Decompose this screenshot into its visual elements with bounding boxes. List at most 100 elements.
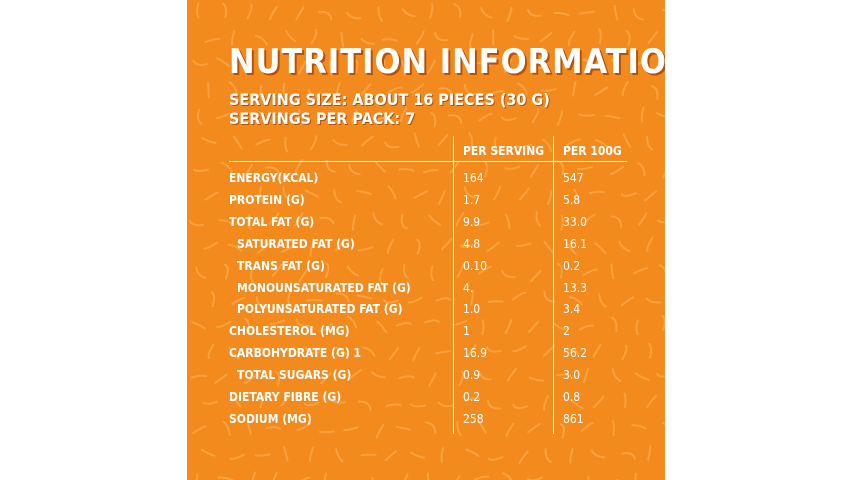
row-value-per-100g: 13.3: [563, 281, 588, 295]
squiggle-mark: [473, 475, 490, 480]
squiggle-mark: [190, 374, 207, 379]
squiggle-mark: [192, 59, 209, 66]
squiggle-mark: [348, 369, 362, 380]
row-value-per-100g: 0.8: [563, 390, 581, 404]
row-value-per-100g: 3.4: [563, 302, 581, 316]
row-value-per-serving: 16.9: [463, 346, 488, 360]
squiggle-mark: [646, 236, 654, 252]
squiggle-mark: [435, 350, 451, 355]
squiggle-mark: [381, 38, 398, 42]
squiggle-mark: [426, 472, 430, 480]
squiggle-mark: [201, 137, 217, 144]
squiggle-mark: [298, 268, 309, 283]
squiggle-mark: [582, 367, 589, 384]
squiggle-mark: [553, 322, 569, 331]
squiggle-mark: [231, 296, 246, 305]
squiggle-mark: [246, 57, 253, 74]
squiggle-mark: [529, 58, 543, 70]
squiggle-mark: [657, 219, 665, 224]
squiggle-mark: [434, 32, 449, 42]
squiggle-mark: [661, 315, 665, 331]
column-divider-serving: [453, 136, 454, 434]
squiggle-mark: [335, 448, 344, 463]
squiggle-mark: [322, 111, 335, 124]
squiggle-mark: [428, 372, 437, 387]
squiggle-mark: [398, 375, 415, 379]
squiggle-mark: [356, 294, 373, 300]
squiggle-mark: [360, 135, 374, 147]
row-value-per-100g: 2: [563, 324, 570, 338]
squiggle-mark: [598, 293, 607, 308]
squiggle-mark: [437, 133, 449, 147]
squiggle-mark: [308, 446, 315, 462]
squiggle-mark: [192, 168, 209, 173]
squiggle-mark: [348, 164, 361, 176]
row-label: POLYUNSATURATED FAT (G): [237, 302, 403, 316]
squiggle-mark: [216, 57, 230, 67]
squiggle-mark: [530, 269, 542, 282]
squiggle-mark: [430, 111, 437, 128]
squiggle-mark: [402, 263, 410, 280]
squiggle-mark: [202, 400, 219, 405]
squiggle-mark: [287, 292, 293, 308]
squiggle-mark: [485, 346, 502, 353]
squiggle-mark: [343, 426, 359, 432]
squiggle-mark: [282, 445, 289, 462]
servings-per-pack: SERVINGS PER PACK: 7: [229, 109, 416, 128]
squiggle-mark: [500, 116, 517, 121]
squiggle-mark: [220, 161, 233, 174]
squiggle-mark: [244, 317, 251, 334]
squiggle-mark: [456, 475, 461, 480]
squiggle-mark: [268, 212, 280, 225]
squiggle-mark: [398, 168, 415, 172]
squiggle-mark: [528, 320, 540, 333]
squiggle-mark: [440, 238, 453, 251]
row-value-per-serving: 9.9: [463, 215, 481, 229]
squiggle-mark: [377, 6, 384, 22]
squiggle-mark: [332, 139, 348, 146]
squiggle-mark: [203, 241, 218, 250]
squiggle-mark: [625, 30, 631, 46]
squiggle-mark: [637, 212, 648, 227]
squiggle-mark: [506, 6, 513, 23]
squiggle-mark: [565, 242, 577, 255]
squiggle-mark: [579, 10, 595, 15]
squiggle-mark: [229, 196, 246, 201]
squiggle-mark: [569, 447, 574, 464]
squiggle-mark: [564, 348, 580, 357]
squiggle-mark: [255, 296, 269, 308]
squiggle-mark: [609, 166, 624, 176]
squiggle-mark: [611, 58, 622, 73]
squiggle-mark: [310, 28, 318, 45]
squiggle-mark: [297, 108, 302, 125]
squiggle-mark: [530, 163, 540, 178]
squiggle-mark: [543, 240, 554, 254]
squiggle-mark: [598, 28, 602, 44]
squiggle-mark: [594, 242, 607, 254]
squiggle-mark: [437, 401, 454, 408]
squiggle-mark: [582, 268, 598, 276]
squiggle-mark: [272, 471, 278, 480]
squiggle-mark: [613, 4, 619, 21]
squiggle-mark: [354, 58, 359, 75]
squiggle-mark: [504, 319, 513, 335]
row-label: MONOUNSATURATED FAT (G): [237, 281, 411, 295]
squiggle-mark: [539, 31, 553, 43]
row-value-per-serving: 0.10: [463, 259, 488, 273]
squiggle-mark: [604, 114, 621, 120]
squiggle-mark: [542, 138, 553, 153]
squiggle-mark: [449, 160, 461, 174]
squiggle-mark: [243, 374, 257, 385]
squiggle-mark: [456, 59, 460, 76]
row-value-per-100g: 5.8: [563, 193, 581, 207]
squiggle-mark: [249, 267, 255, 284]
squiggle-mark: [374, 160, 386, 173]
squiggle-mark: [518, 187, 530, 201]
squiggle-mark: [230, 30, 236, 46]
column-header-per-serving: PER SERVING: [463, 144, 545, 158]
squiggle-mark: [280, 393, 291, 407]
squiggle-mark: [246, 4, 253, 20]
squiggle-mark: [527, 423, 541, 434]
squiggle-mark: [518, 450, 529, 464]
squiggle-mark: [328, 59, 333, 76]
